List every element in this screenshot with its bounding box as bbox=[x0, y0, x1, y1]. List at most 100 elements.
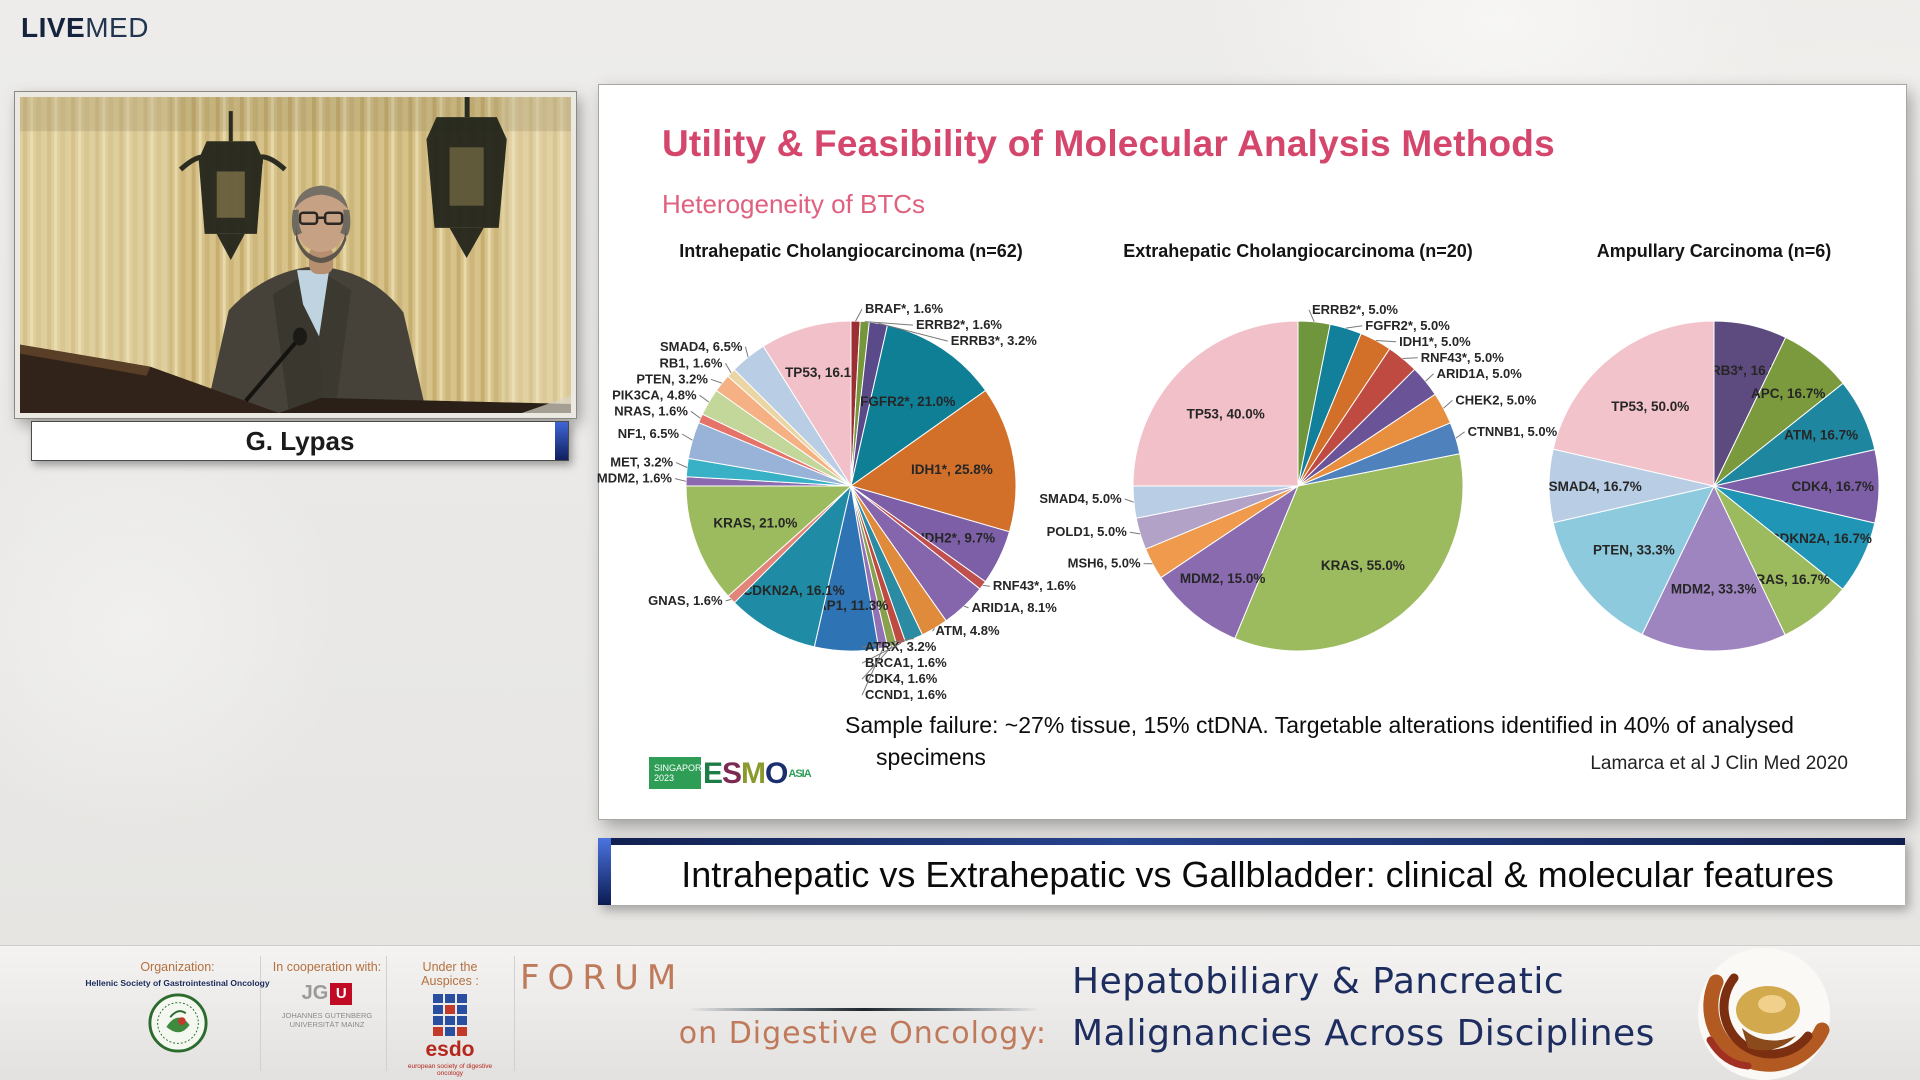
lantern-glass bbox=[449, 147, 484, 206]
pie-leader-line bbox=[1375, 340, 1397, 343]
curtain-highlight-right bbox=[501, 97, 571, 413]
pie-label-IDH1*: IDH1*, 5.0% bbox=[1399, 334, 1471, 349]
pie-chart-intrahepatic: FGFR2*, 21.0% IDH1*, 25.8% IDH2*, 9.7% BAP1… bbox=[597, 301, 1077, 702]
pie-leader-line bbox=[861, 647, 884, 696]
conference-footer: Organization: Hellenic Society of Gastro… bbox=[0, 945, 1920, 1080]
pie-label-KRAS: KRAS, 16.7% bbox=[1746, 572, 1830, 587]
esmo-year: 2023 bbox=[654, 773, 675, 783]
pie-label-MDM2: MDM2, 1.6% bbox=[597, 471, 673, 486]
pie-label-SMAD4: SMAD4, 16.7% bbox=[1549, 479, 1642, 494]
pie-label-CHEK2: CHEK2, 5.0% bbox=[1455, 392, 1536, 407]
pie-label-RNF43*: RNF43*, 5.0% bbox=[1421, 350, 1505, 365]
pie-slice-PTEN bbox=[1552, 485, 1715, 636]
pie-label-SMAD4: SMAD4, 5.0% bbox=[1039, 491, 1122, 506]
pie-label-ERRB2*: ERRB2*, 1.6% bbox=[916, 317, 1002, 332]
pie-label-KRAS: KRAS, 55.0% bbox=[1321, 558, 1405, 573]
pie-label-BRCA1: BRCA1, 1.6% bbox=[865, 655, 947, 670]
pie-slice-KRAS bbox=[685, 485, 853, 597]
speaker-nameplate: G. Lypas bbox=[31, 421, 569, 461]
pie-label-CTNNB1: CTNNB1, 5.0% bbox=[1468, 424, 1558, 439]
esdo-caption: european society of digestive oncology bbox=[407, 1063, 493, 1077]
auspices-column: Under the Auspices : esdo european socie… bbox=[400, 960, 500, 1077]
pie-leader-line bbox=[710, 378, 723, 384]
pie-slice-FGFR2* bbox=[850, 324, 987, 488]
pie-label-TP53: TP53, 16.1 bbox=[785, 365, 852, 380]
pie-slice-TP53 bbox=[762, 320, 852, 488]
pie-label-GNAS: GNAS, 1.6% bbox=[648, 593, 723, 608]
pie-label-MDM2: MDM2, 15.0% bbox=[1180, 571, 1266, 586]
pie-leader-line bbox=[690, 410, 701, 419]
forum-artwork-logo bbox=[1676, 944, 1846, 1080]
glasses-icon bbox=[298, 211, 344, 226]
pie-chart-ampullary: ERRB3*, 16.7% APC, 16.7% ATM, 16.7% CDK4, 1… bbox=[1548, 320, 1880, 652]
organization-name: Hellenic Society of Gastrointestinal Onc… bbox=[85, 978, 270, 988]
pie-label-PTEN: PTEN, 33.3% bbox=[1593, 543, 1675, 558]
lectern-edge bbox=[20, 344, 151, 376]
pie-leader-line bbox=[699, 394, 710, 403]
pie-leader-line bbox=[864, 321, 914, 326]
pie-slice-TP53 bbox=[1552, 320, 1715, 487]
speaker-name: G. Lypas bbox=[245, 425, 355, 456]
nameplate-accent-bar bbox=[555, 422, 568, 460]
pie-label-NRAS: NRAS, 1.6% bbox=[614, 403, 688, 418]
organization-column: Organization: Hellenic Society of Gastro… bbox=[75, 960, 280, 1059]
pie-leader-line bbox=[982, 584, 990, 587]
pie-label-APC: APC, 16.7% bbox=[1751, 386, 1825, 401]
pie-label-MET: MET, 3.2% bbox=[610, 455, 673, 470]
cooperation-column: In cooperation with: JG U JOHANNES GUTEN… bbox=[272, 960, 382, 1029]
pie-label-ATRX: ATRX, 3.2% bbox=[865, 639, 937, 654]
esmo-asia-logo: SINGAPORE 2023 ESMOASIA bbox=[649, 757, 812, 791]
speaker-video bbox=[14, 91, 577, 419]
forum-title: FORUM bbox=[520, 958, 685, 998]
pie-slice-MDM2 bbox=[1160, 484, 1300, 640]
pie-slice-TP53 bbox=[1132, 320, 1299, 487]
pie-leader-line bbox=[932, 628, 935, 632]
desk-strip bbox=[278, 397, 571, 413]
event-title-line1: Hepatobiliary & Pancreatic bbox=[1072, 961, 1565, 1002]
banner-accent-bar bbox=[598, 838, 611, 905]
pie-label-ARID1A: ARID1A, 5.0% bbox=[1437, 366, 1523, 381]
pie-leader-line bbox=[725, 598, 732, 602]
pie-leader-line bbox=[724, 363, 732, 374]
slide-title: Utility & Feasibility of Molecular Analy… bbox=[662, 123, 1555, 164]
pie-label-RNF43*: RNF43*, 1.6% bbox=[993, 578, 1077, 593]
pie-label-SMAD4: SMAD4, 6.5% bbox=[660, 339, 743, 354]
pie-leader-line bbox=[1455, 431, 1465, 439]
pie-label-CDKN2A: CDKN2A, 16.1% bbox=[743, 583, 845, 598]
pie-leader-line bbox=[744, 346, 749, 358]
pie-slice-IDH1* bbox=[849, 389, 1017, 533]
pie-leader-line bbox=[861, 638, 915, 648]
pie-leader-line bbox=[1124, 498, 1134, 503]
pie-label-FGFR2*: FGFR2*, 21.0% bbox=[860, 394, 955, 409]
pie-label-CDKN2A: CDKN2A, 16.7% bbox=[1770, 531, 1872, 546]
pie-label-CCND1: CCND1, 1.6% bbox=[865, 687, 947, 702]
jgu-letters: JG bbox=[301, 982, 329, 1004]
pie-leader-line bbox=[1345, 325, 1363, 329]
footer-divider bbox=[514, 956, 515, 1071]
pie-label-TP53: TP53, 50.0% bbox=[1611, 399, 1689, 414]
pie-leader-line bbox=[1425, 373, 1434, 382]
citation: Lamarca et al J Clin Med 2020 bbox=[1590, 753, 1848, 774]
jgu-line2: UNIVERSITÄT MAINZ bbox=[289, 1020, 365, 1029]
auspices-label: Under the Auspices : bbox=[421, 960, 479, 988]
session-title: Intrahepatic vs Extrahepatic vs Gallblad… bbox=[681, 854, 1834, 895]
pie-leader-line bbox=[681, 433, 693, 441]
pie-leader-line bbox=[674, 478, 687, 482]
speaker-video-scene bbox=[20, 97, 571, 413]
pie-leader-line bbox=[1308, 309, 1315, 322]
cooperation-label: In cooperation with: bbox=[272, 960, 382, 974]
pie-label-ARID1A: ARID1A, 8.1% bbox=[972, 600, 1058, 615]
pie-label-TP53: TP53, 40.0% bbox=[1187, 407, 1265, 422]
speaker-figure bbox=[205, 185, 427, 413]
jgu-university-name: JOHANNES GUTENBERG UNIVERSITÄT MAINZ bbox=[272, 1011, 382, 1029]
pie-leader-line bbox=[878, 322, 948, 342]
pie-label-FGFR2*: FGFR2*, 5.0% bbox=[1365, 318, 1450, 333]
esmo-letter: M bbox=[741, 757, 766, 790]
livemed-logo: LIVEMED bbox=[21, 12, 149, 44]
presentation-slide: Utility & Feasibility of Molecular Analy… bbox=[597, 84, 1907, 820]
esmo-letter: E bbox=[703, 757, 723, 790]
pie-label-IDH2*: IDH2*, 9.7% bbox=[921, 531, 995, 546]
esmo-wordmark: ESMOASIA bbox=[703, 757, 812, 791]
footer-divider bbox=[260, 956, 261, 1071]
footnote-line1: Sample failure: ~27% tissue, 15% ctDNA. … bbox=[845, 712, 1794, 738]
